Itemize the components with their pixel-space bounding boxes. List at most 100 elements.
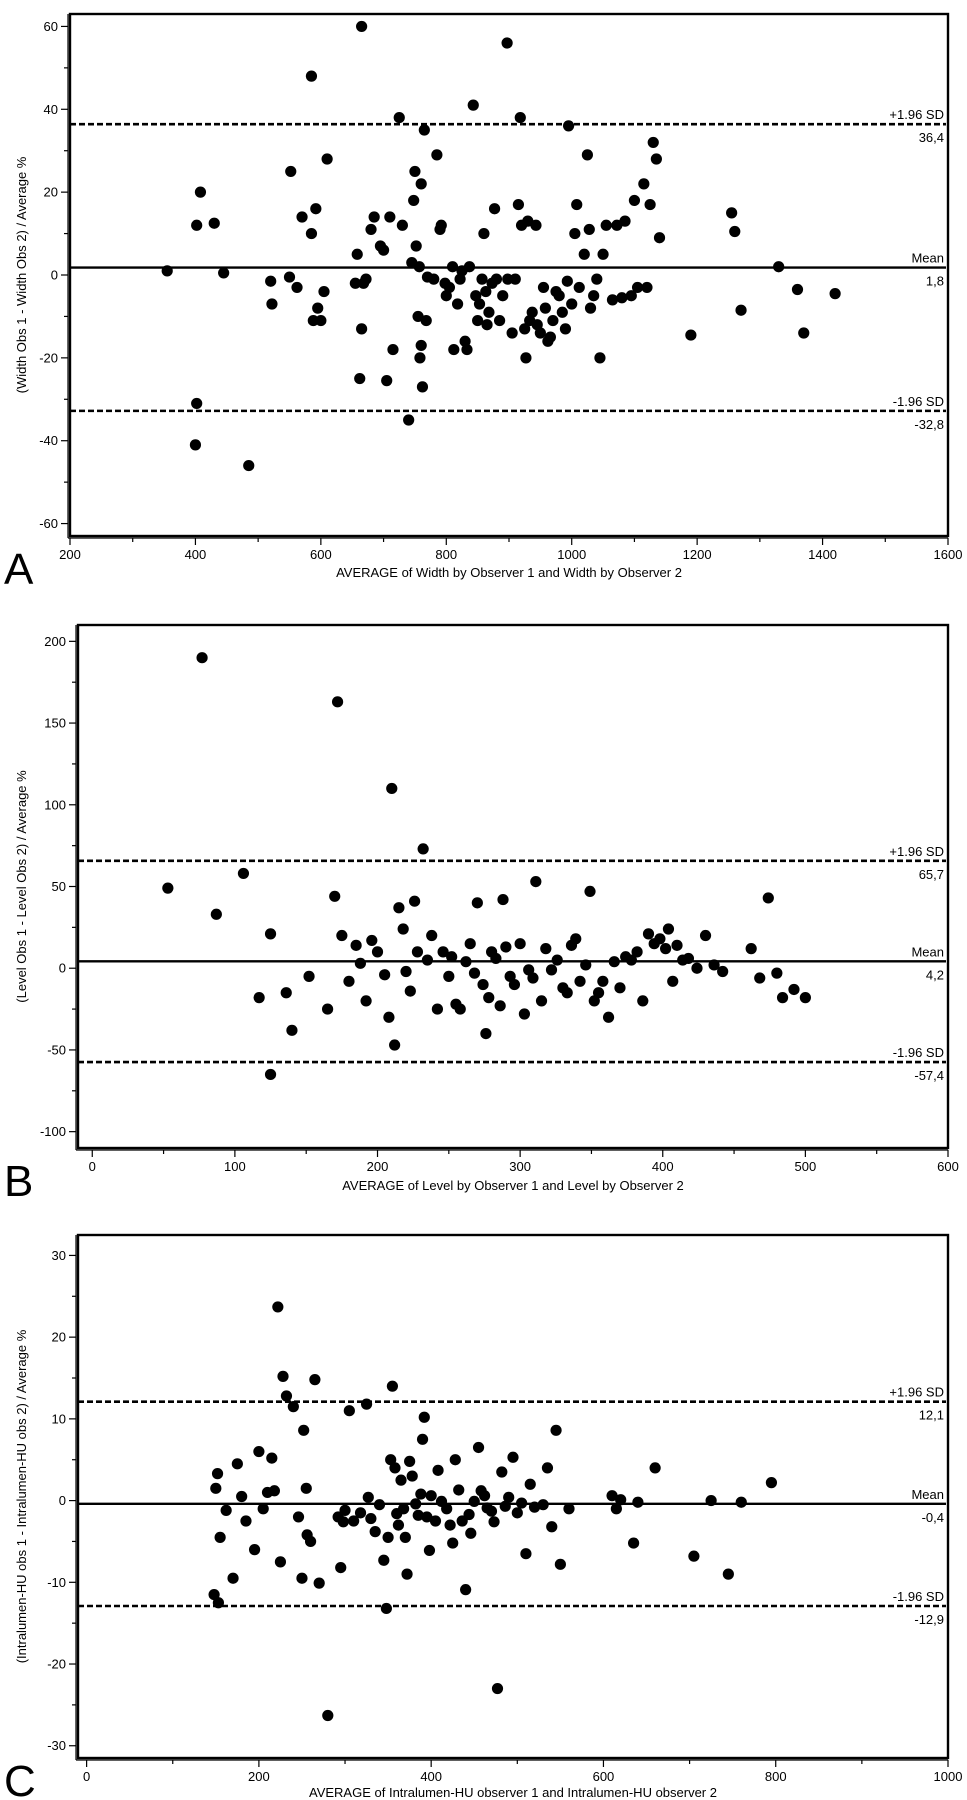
y-tick-label: 20	[52, 1330, 66, 1345]
data-point	[496, 1466, 508, 1478]
data-point	[559, 323, 572, 335]
data-point	[490, 952, 502, 965]
data-point	[476, 273, 488, 285]
data-point	[526, 306, 538, 318]
data-point	[354, 372, 366, 385]
data-point	[788, 983, 800, 996]
data-point	[368, 211, 380, 223]
data-point	[386, 782, 398, 795]
data-point	[534, 327, 546, 339]
data-point	[305, 227, 318, 240]
lower-line-value: -12,9	[914, 1612, 944, 1627]
x-tick-label: 200	[59, 547, 81, 562]
data-point	[389, 1039, 401, 1051]
data-point	[406, 1470, 418, 1482]
data-point	[448, 343, 460, 356]
data-point	[371, 946, 384, 958]
x-axis-label: AVERAGE of Level by Observer 1 and Level…	[342, 1178, 684, 1193]
data-point	[497, 893, 509, 906]
data-point	[472, 1441, 485, 1454]
data-point	[745, 943, 757, 955]
data-point	[545, 964, 558, 976]
upper-line-value: 36,4	[919, 130, 944, 145]
data-point	[449, 1454, 461, 1466]
data-point	[189, 439, 202, 451]
x-tick-label: 300	[509, 1159, 531, 1174]
data-point	[602, 1011, 615, 1023]
data-point	[360, 273, 372, 285]
data-point	[393, 902, 405, 914]
data-point	[464, 938, 476, 950]
data-point	[627, 1537, 640, 1549]
y-tick-label: 40	[44, 102, 58, 117]
data-point	[628, 194, 641, 207]
data-point	[265, 275, 277, 287]
upper-line-label: +1.96 SD	[889, 107, 944, 122]
data-point	[509, 273, 521, 285]
data-point	[490, 273, 503, 285]
lower-line-value: -57,4	[914, 1068, 944, 1083]
data-point	[491, 1682, 504, 1695]
data-point	[650, 153, 662, 165]
data-point	[614, 982, 626, 994]
data-point	[257, 1503, 269, 1515]
data-point	[610, 1503, 622, 1515]
data-point	[382, 1531, 394, 1543]
x-axis-label: AVERAGE of Width by Observer 1 and Width…	[336, 565, 682, 580]
data-point	[321, 1003, 334, 1015]
data-point	[625, 290, 637, 302]
data-point	[465, 1527, 477, 1539]
x-tick-label: 1600	[934, 547, 963, 562]
data-point	[305, 70, 318, 82]
data-point	[264, 928, 277, 940]
data-point	[619, 215, 631, 227]
data-point	[298, 1424, 310, 1436]
data-point	[539, 302, 551, 314]
data-point	[570, 933, 582, 945]
data-point	[285, 165, 297, 178]
data-point	[210, 908, 222, 920]
data-point	[446, 261, 459, 273]
data-point	[399, 1531, 411, 1543]
plot-frame	[68, 12, 950, 538]
data-point	[729, 225, 741, 238]
data-point	[569, 227, 581, 240]
data-point	[508, 978, 521, 991]
data-point	[530, 875, 542, 888]
data-point	[400, 965, 412, 978]
data-point	[431, 1003, 444, 1015]
x-tick-label: 1200	[683, 547, 712, 562]
data-point	[315, 314, 327, 327]
data-point	[520, 1548, 532, 1560]
x-tick-label: 0	[83, 1769, 90, 1784]
data-point	[287, 1401, 299, 1413]
data-point	[472, 314, 484, 327]
data-point	[384, 211, 396, 223]
data-point	[480, 1027, 492, 1040]
panel-letter: A	[4, 545, 34, 594]
data-point	[365, 1512, 377, 1525]
data-point	[600, 219, 612, 231]
data-point	[588, 290, 600, 302]
data-point	[584, 302, 597, 314]
data-point	[514, 938, 526, 950]
data-point	[280, 987, 292, 999]
data-point	[421, 1511, 433, 1523]
data-point	[418, 124, 430, 136]
lower-line-label: -1.96 SD	[893, 1045, 944, 1060]
data-point	[401, 1568, 413, 1580]
y-tick-label: -50	[47, 1042, 66, 1057]
data-point	[441, 1503, 453, 1515]
y-tick-label: -30	[47, 1738, 66, 1753]
data-point	[381, 375, 393, 387]
data-point	[546, 1521, 558, 1533]
y-tick-label: 100	[44, 797, 66, 812]
data-point	[356, 323, 368, 335]
mean-line-value: 1,8	[926, 274, 944, 289]
data-point	[268, 1485, 280, 1497]
data-point	[264, 1068, 277, 1081]
y-tick-label: 20	[44, 185, 58, 200]
data-point	[798, 327, 810, 339]
x-tick-label: 400	[652, 1159, 674, 1174]
data-point	[512, 198, 525, 211]
